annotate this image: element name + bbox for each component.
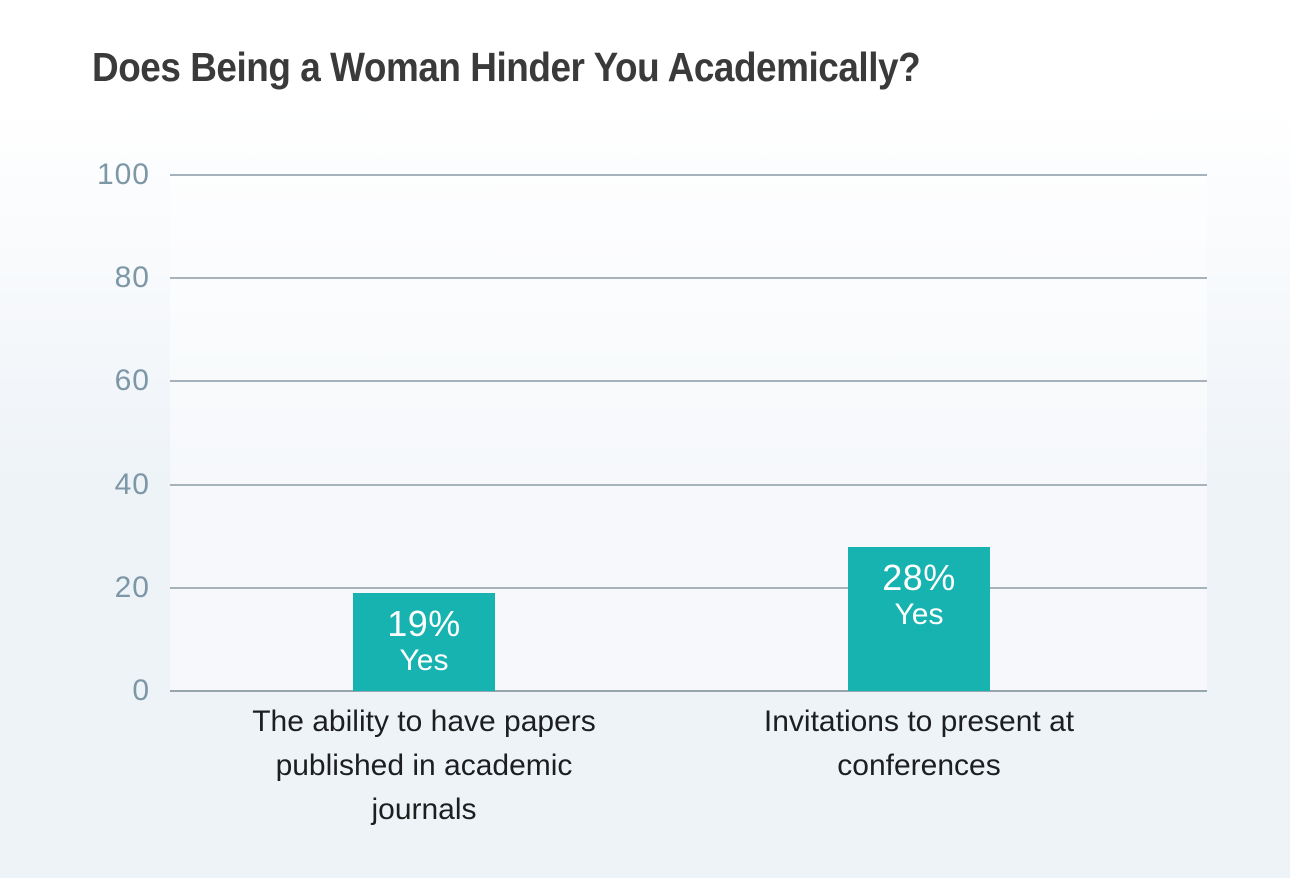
gridline (170, 380, 1207, 383)
category-label-line: journals (371, 793, 477, 826)
gridline (170, 483, 1207, 486)
category-label-line: The ability to have papers (252, 705, 596, 738)
category-label-line: Invitations to present at (763, 705, 1075, 738)
x-axis-line (170, 690, 1207, 692)
plot-area (170, 175, 1207, 691)
gridline (170, 277, 1207, 280)
y-tick-label: 20 (114, 570, 150, 604)
gridline (170, 586, 1207, 589)
bar-value-label: 28% (882, 556, 956, 598)
y-tick-label: 60 (114, 364, 150, 398)
bar-value-label: 19% (387, 602, 461, 644)
chart-title: Does Being a Woman Hinder You Academical… (92, 44, 921, 90)
y-tick-label: 0 (132, 674, 150, 707)
y-tick-label: 80 (114, 261, 150, 295)
bar-sub-label: Yes (894, 597, 944, 631)
y-tick-label: 40 (114, 467, 150, 501)
bar: 28% Yes (848, 546, 990, 691)
category-label: The ability to have papers published in a… (224, 700, 624, 832)
bar: 19% Yes (353, 592, 495, 691)
category-label-line: published in academic (275, 749, 573, 782)
category-label-line: conferences (837, 749, 1001, 782)
bar-sub-label: Yes (399, 643, 449, 677)
category-label: Invitations to present at conferences (719, 700, 1119, 788)
y-tick-label: 100 (96, 158, 150, 191)
gridline (170, 174, 1207, 176)
